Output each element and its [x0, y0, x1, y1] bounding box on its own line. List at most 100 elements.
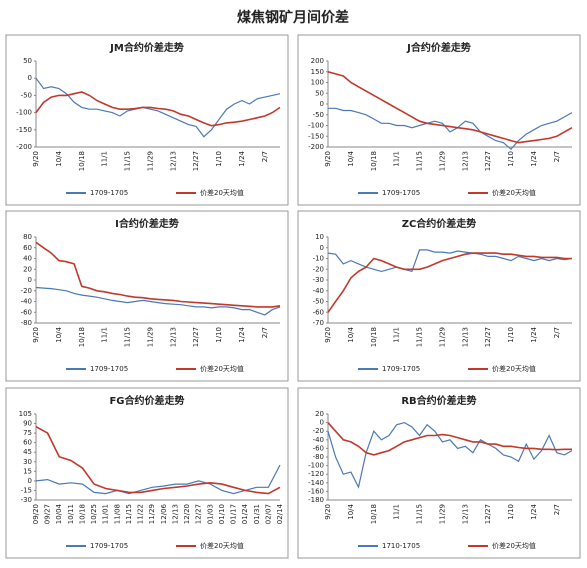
x-tick-label: 11/1	[101, 327, 109, 343]
x-tick-label: 01/03	[206, 504, 214, 524]
y-tick-label: -15	[21, 486, 32, 494]
x-tick-label: 12/13	[169, 327, 177, 347]
x-tick-label: 11/29	[438, 151, 446, 171]
x-tick-label: 1/10	[507, 151, 515, 167]
x-tick-label: 01/10	[218, 504, 226, 524]
x-tick-label: 11/1	[393, 504, 401, 520]
series-line	[35, 77, 281, 138]
chart-title: J合约价差走势	[406, 41, 471, 54]
x-tick-label: 11/29	[438, 327, 446, 347]
y-tick-label: 0	[320, 419, 324, 427]
x-tick-label: 10/18	[78, 151, 86, 171]
y-tick-label: -80	[313, 453, 324, 461]
x-tick-label: 09/27	[44, 504, 52, 524]
x-tick-label: 1/24	[530, 150, 538, 166]
x-tick-label: 02/14	[276, 503, 284, 524]
y-tick-label: 75	[23, 429, 32, 437]
series-line	[327, 249, 573, 273]
y-tick-label: 45	[23, 448, 32, 456]
y-tick-label: -10	[313, 255, 324, 263]
x-tick-label: 11/15	[124, 151, 132, 171]
y-tick-label: -40	[313, 436, 324, 444]
x-tick-label: 12/13	[171, 504, 179, 524]
x-tick-label: 10/25	[90, 504, 98, 524]
y-tick-label: 60	[23, 439, 32, 447]
x-tick-label: 01/24	[241, 503, 249, 524]
x-tick-label: 12/27	[192, 327, 200, 347]
y-tick-label: 60	[23, 244, 32, 252]
x-tick-label: 2/7	[553, 504, 561, 515]
x-tick-label: 10/11	[67, 504, 75, 524]
legend-label: 价差20天均值	[200, 188, 244, 197]
series-line	[35, 286, 281, 316]
series-line	[327, 422, 572, 456]
x-tick-label: 11/08	[113, 504, 121, 524]
y-tick-label: 0	[28, 477, 32, 485]
y-tick-label: -20	[313, 427, 324, 435]
x-tick-label: 10/4	[55, 150, 63, 166]
x-tick-label: 11/1	[101, 151, 109, 167]
y-tick-label: -50	[313, 298, 324, 306]
x-tick-label: 9/20	[324, 327, 332, 343]
y-tick-label: -150	[16, 126, 32, 134]
x-tick-label: 10/18	[78, 504, 86, 524]
y-tick-label: 20	[23, 265, 32, 273]
chart-title: FG合约价差走势	[109, 394, 184, 407]
x-tick-label: 9/20	[324, 151, 332, 167]
x-tick-label: 2/7	[261, 327, 269, 338]
y-tick-label: -70	[313, 319, 324, 327]
x-tick-label: 1/10	[507, 327, 515, 343]
x-tick-label: 11/29	[438, 504, 446, 524]
x-tick-label: 12/13	[461, 151, 469, 171]
x-tick-label: 1/10	[215, 151, 223, 167]
x-tick-label: 02/07	[264, 504, 272, 524]
x-tick-label: 12/13	[169, 151, 177, 171]
x-tick-label: 10/4	[347, 150, 355, 166]
y-tick-label: -150	[308, 132, 324, 140]
panel	[5, 387, 289, 559]
x-tick-label: 2/7	[553, 327, 561, 338]
y-tick-label: -40	[21, 298, 32, 306]
chart-title: I合约价差走势	[115, 217, 179, 230]
x-tick-label: 11/01	[102, 504, 110, 524]
series-line	[327, 421, 573, 489]
x-tick-label: 10/18	[370, 504, 378, 524]
y-tick-label: -140	[308, 479, 324, 487]
x-tick-label: 1/24	[530, 503, 538, 519]
y-tick-label: 50	[23, 57, 32, 65]
x-tick-label: 11/29	[148, 504, 156, 524]
x-tick-label: 11/22	[137, 504, 145, 524]
x-tick-label: 11/15	[416, 151, 424, 171]
x-tick-label: 12/13	[461, 327, 469, 347]
x-tick-label: 9/20	[32, 151, 40, 167]
x-tick-label: 9/20	[32, 327, 40, 343]
y-tick-label: 105	[19, 410, 32, 418]
chart-title: RB合约价差走势	[401, 394, 476, 407]
legend-label: 价差20天均值	[200, 541, 244, 550]
x-tick-label: 10/18	[370, 327, 378, 347]
panel	[297, 387, 581, 559]
y-tick-label: 0	[28, 74, 32, 82]
x-tick-label: 12/27	[192, 151, 200, 171]
x-tick-label: 11/15	[124, 327, 132, 347]
y-tick-label: -30	[21, 496, 32, 504]
x-tick-label: 10/4	[347, 326, 355, 342]
legend-label: 1709-1705	[90, 365, 128, 373]
x-tick-label: 12/20	[183, 504, 191, 524]
y-tick-label: -50	[313, 111, 324, 119]
legend-label: 1710-1705	[382, 542, 420, 550]
x-tick-label: 2/7	[553, 151, 561, 162]
y-tick-label: 0	[28, 276, 32, 284]
y-tick-label: 150	[311, 68, 324, 76]
x-tick-label: 2/7	[261, 151, 269, 162]
x-tick-label: 12/27	[484, 151, 492, 171]
series-line	[35, 91, 281, 127]
y-tick-label: -20	[21, 287, 32, 295]
x-tick-label: 12/27	[484, 327, 492, 347]
chart-title: ZC合约价差走势	[402, 217, 477, 230]
y-tick-label: -180	[308, 496, 324, 504]
y-tick-label: -100	[308, 462, 324, 470]
x-tick-label: 11/1	[393, 327, 401, 343]
y-tick-label: -60	[313, 444, 324, 452]
panel	[5, 34, 289, 206]
